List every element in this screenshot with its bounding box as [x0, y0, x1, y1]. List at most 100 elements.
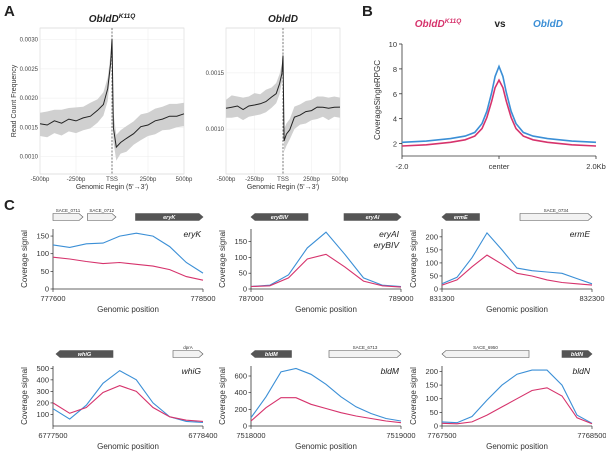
x-axis-label: Genomic position: [97, 442, 159, 451]
y-tick-label: 50: [430, 408, 438, 417]
gene-name: dprA: [183, 345, 193, 350]
y-tick-label: 500: [36, 364, 49, 373]
series-line: [441, 369, 593, 424]
gene-arrow: [250, 213, 309, 221]
y-axis-label: Coverage signal: [409, 367, 418, 425]
gene-name: ermE: [454, 215, 468, 221]
y-tick-label: 150: [36, 232, 49, 241]
y-tick-label: 150: [425, 245, 438, 254]
y-tick-label: 6: [393, 90, 397, 99]
gene-arrow: [343, 213, 402, 221]
x-axis-label: Genomic position: [486, 442, 548, 451]
gene-arrow: [519, 213, 593, 221]
x-tick-label: 777600: [40, 294, 65, 303]
x-axis-label: Genomic Regin (5'→3'): [76, 184, 148, 191]
x-tick-label: 7767500: [427, 431, 456, 440]
chart-c1: SACE_0711 SACE_0712 eryK 0 50 100 150 777600 778…: [20, 208, 216, 314]
y-axis-label: CoverageSingleRPGC: [373, 60, 382, 140]
gene-arrow: [135, 213, 204, 221]
y-tick-label: 50: [430, 271, 438, 280]
series-line: [441, 254, 593, 286]
chart-a1: 0.0010 0.0015 0.0020 0.0025 0.0030 -500bp -250…: [11, 13, 193, 191]
x-tick-label: 500bp: [332, 177, 349, 183]
series-line: [250, 231, 402, 288]
y-axis-label: Coverage signal: [20, 230, 29, 288]
y-tick-label: 100: [36, 249, 49, 258]
y-tick-label: 400: [36, 375, 49, 384]
gene-name: SACE_0712: [89, 208, 114, 213]
gene-name: SACE_0711: [56, 208, 81, 213]
y-tick-label: 0: [243, 285, 247, 294]
x-tick-label: -500bp: [217, 177, 236, 183]
chart-title: ObldD: [268, 14, 298, 25]
y-axis-label: Coverage signal: [218, 230, 227, 288]
gene-name: SACE_6950: [473, 345, 498, 350]
series-line: [52, 232, 204, 274]
gene-arrow: [561, 350, 593, 358]
x-axis-label: Genomic position: [486, 305, 548, 314]
x-tick-label: -2.0: [396, 162, 409, 171]
y-tick-label: 4: [393, 115, 397, 124]
y-tick-label: 0: [434, 285, 438, 294]
y-tick-label: 100: [36, 410, 49, 419]
y-axis-label: Coverage signal: [409, 230, 418, 288]
gene-name: eryAI: [366, 215, 380, 221]
locus-label: eryAI: [379, 229, 399, 239]
y-tick-label: 200: [36, 398, 49, 407]
series-line: [52, 256, 204, 281]
gene-name: whiG: [78, 352, 92, 358]
series-line: [441, 231, 593, 285]
panel-label-c: C: [4, 197, 15, 214]
gene-arrow: [52, 213, 84, 221]
y-tick-label: 0: [243, 422, 247, 431]
locus-label: bldM: [381, 366, 400, 376]
locus-label-2: eryBIV: [373, 240, 400, 250]
y-tick-label: 200: [234, 405, 247, 414]
y-tick-label: 150: [425, 381, 438, 390]
chart-c6: SACE_6950 bldN 0 50 100 150 200 7767500 7768500 b…: [409, 345, 606, 451]
chart-title-sup: K11Q: [119, 13, 136, 20]
y-axis-label: Read Count Frequency: [11, 64, 18, 137]
chart-b: 2 4 6 8 10 -2.0 center 2.0Kb CoverageSingleRPGC O…: [373, 18, 606, 171]
y-tick-label: 0.0015: [206, 71, 225, 77]
x-tick-label: TSS: [277, 177, 289, 183]
gene-arrow: [250, 350, 292, 358]
y-tick-label: 200: [425, 367, 438, 376]
panel-label-b: B: [362, 3, 373, 20]
legend-title-mutant: ObldDK11Q: [415, 18, 462, 30]
gene-name: bldN: [571, 352, 584, 358]
locus-label: eryK: [184, 229, 202, 239]
y-axis-label: Coverage signal: [20, 367, 29, 425]
series-line: [401, 64, 597, 144]
legend-title-sup: K11Q: [445, 18, 462, 25]
x-tick-label: -500bp: [31, 177, 50, 183]
x-tick-label: 6778400: [188, 431, 217, 440]
x-tick-label: TSS: [106, 177, 118, 183]
x-axis-label: Genomic position: [295, 442, 357, 451]
gene-arrow: [55, 350, 114, 358]
y-tick-label: 0.0030: [20, 38, 39, 44]
y-tick-label: 0.0020: [20, 96, 39, 102]
y-tick-label: 50: [41, 267, 49, 276]
gene-name: eryK: [163, 215, 176, 221]
y-tick-label: 100: [234, 253, 247, 262]
y-tick-label: 100: [425, 394, 438, 403]
mean-read-line: [39, 39, 185, 149]
x-tick-label: center: [489, 162, 510, 171]
gene-name: SACE_6713: [353, 345, 378, 350]
x-tick-label: -250bp: [245, 177, 264, 183]
x-tick-label: 789000: [388, 294, 413, 303]
y-tick-label: 0: [45, 285, 49, 294]
confidence-band: [40, 33, 184, 161]
chart-c4: whiG dprA 100 200 300 400 500 6777500 6778400 whi…: [20, 345, 218, 451]
panel-label-a: A: [4, 3, 15, 20]
x-tick-label: 7518000: [236, 431, 265, 440]
locus-label: bldN: [573, 366, 591, 376]
y-tick-label: 100: [425, 258, 438, 267]
x-axis-label: Genomic position: [97, 305, 159, 314]
series-line: [52, 385, 204, 422]
legend-title-wildtype: ObldD: [533, 19, 563, 30]
gene-name: eryBIV: [271, 215, 290, 221]
series-line: [250, 367, 402, 422]
